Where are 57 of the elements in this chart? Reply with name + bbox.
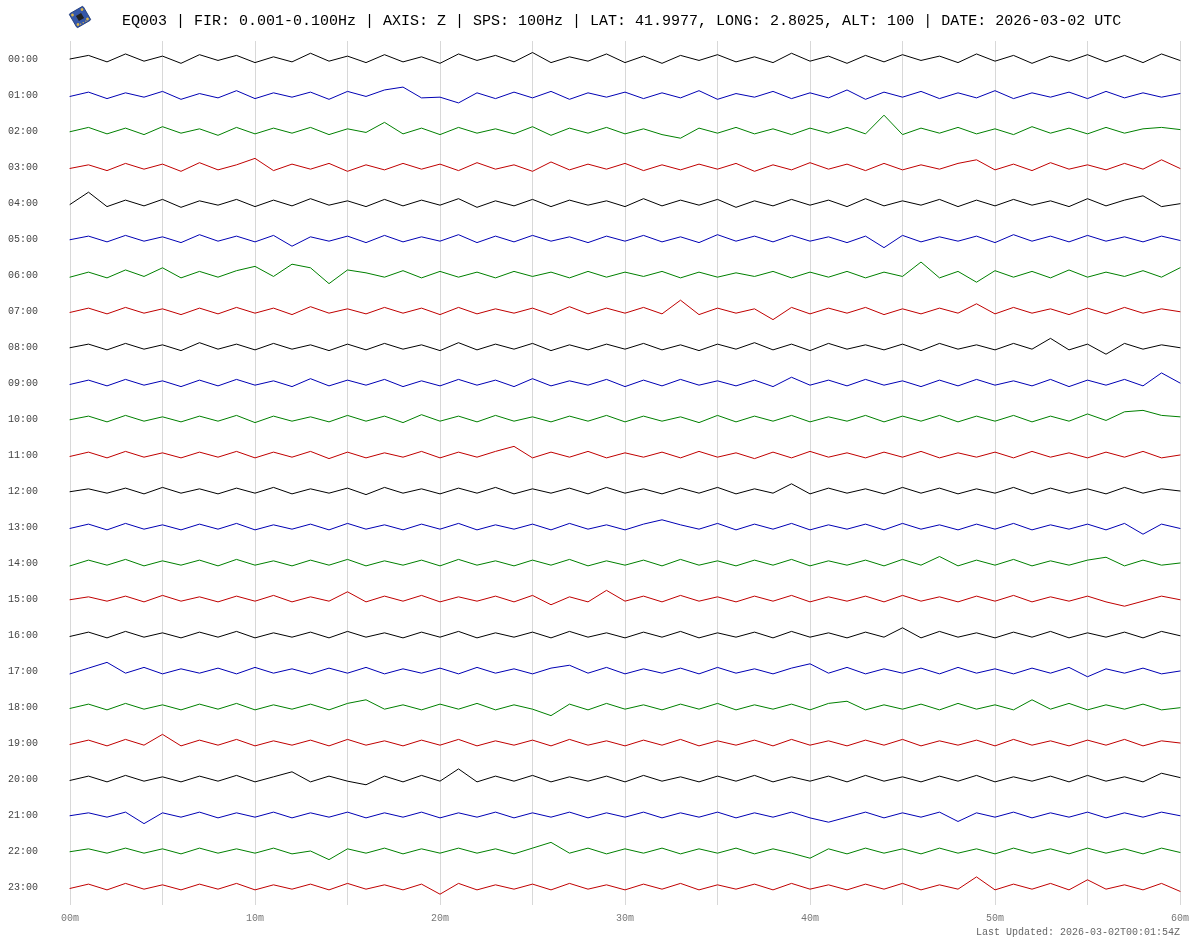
line-series xyxy=(69,157,1181,172)
line-series xyxy=(69,699,1181,717)
line-series xyxy=(69,876,1181,895)
x-tick-label: 10m xyxy=(245,912,265,924)
y-tick-label: 16:00 xyxy=(7,629,38,641)
line-series xyxy=(69,86,1181,104)
y-tick-label: 15:00 xyxy=(7,593,38,605)
y-tick-label: 22:00 xyxy=(7,845,38,857)
y-tick-label: 12:00 xyxy=(7,485,38,497)
line-series xyxy=(69,811,1181,825)
line-series xyxy=(69,733,1181,747)
y-tick-label: 09:00 xyxy=(7,377,38,389)
y-tick-label: 18:00 xyxy=(7,701,38,713)
line-series xyxy=(69,627,1181,639)
y-tick-label: 23:00 xyxy=(7,881,38,893)
line-series xyxy=(69,661,1181,678)
line-series xyxy=(69,768,1181,786)
y-tick-label: 20:00 xyxy=(7,773,38,785)
line-series xyxy=(69,483,1181,496)
line-series xyxy=(69,409,1181,424)
x-tick-label: 60m xyxy=(1170,912,1190,924)
y-tick-label: 13:00 xyxy=(7,521,38,533)
y-tick-label: 01:00 xyxy=(7,89,38,101)
text: Last Updated: 2026-03-02T00:01:54Z xyxy=(975,926,1181,938)
y-tick-label: 14:00 xyxy=(7,557,38,569)
y-tick-label: 04:00 xyxy=(7,197,38,209)
line-series xyxy=(69,372,1181,388)
line-series xyxy=(69,337,1181,355)
line-series xyxy=(69,299,1181,321)
y-tick-label: 08:00 xyxy=(7,341,38,353)
line-series xyxy=(69,589,1181,607)
x-tick-label: 20m xyxy=(430,912,450,924)
x-tick-label: 30m xyxy=(615,912,635,924)
line-series xyxy=(69,841,1181,861)
x-tick-label: 40m xyxy=(800,912,820,924)
y-tick-label: 02:00 xyxy=(7,125,38,137)
y-tick-label: 00:00 xyxy=(7,53,38,65)
line-series xyxy=(69,114,1181,139)
y-tick-label: 06:00 xyxy=(7,269,38,281)
y-tick-label: 19:00 xyxy=(7,737,38,749)
line-series xyxy=(69,234,1181,249)
line-series xyxy=(69,519,1181,535)
line-series xyxy=(69,191,1181,208)
line-series xyxy=(69,445,1181,460)
y-tick-label: 17:00 xyxy=(7,665,38,677)
x-tick-label: 00m xyxy=(60,912,80,924)
line-series xyxy=(69,556,1181,567)
y-tick-label: 03:00 xyxy=(7,161,38,173)
x-tick-label: 50m xyxy=(985,912,1005,924)
y-tick-label: 10:00 xyxy=(7,413,38,425)
y-tick-label: 11:00 xyxy=(7,449,38,461)
line-series xyxy=(69,261,1181,285)
y-tick-label: 05:00 xyxy=(7,233,38,245)
chart-title: EQ003 | FIR: 0.001-0.100Hz | AXIS: Z | SPS: 100Hz | LAT: 41.9977, LONG: 2.8025, ALT: 100 | DATE: 2026-03-02 UTC xyxy=(122,13,1122,30)
line-series xyxy=(69,52,1181,64)
y-tick-label: 21:00 xyxy=(7,809,38,821)
y-tick-label: 07:00 xyxy=(7,305,38,317)
